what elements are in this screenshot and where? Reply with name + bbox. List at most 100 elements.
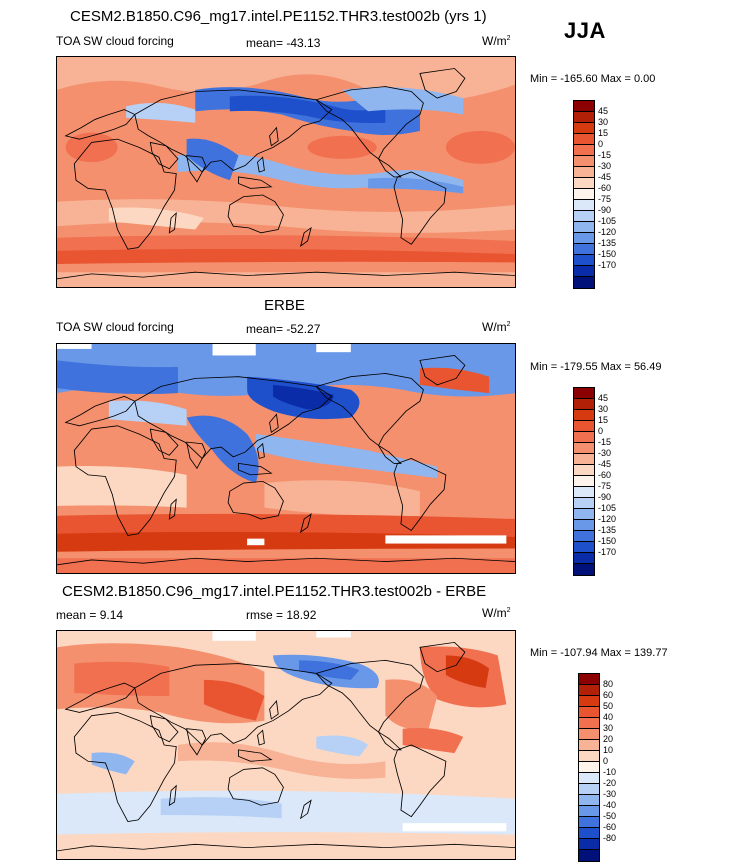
colorbar-box [579, 817, 599, 828]
panel1-units: W/m2 [482, 34, 511, 48]
colorbar-tick-label: 30 [598, 117, 609, 127]
colorbar-box [574, 244, 594, 255]
colorbar-tick-label: -90 [598, 492, 612, 502]
colorbar-box [574, 255, 594, 266]
colorbar-box [574, 564, 594, 575]
colorbar-box [579, 685, 599, 696]
colorbar-box [574, 454, 594, 465]
colorbar-box [574, 542, 594, 553]
colorbar-box [574, 520, 594, 531]
colorbar-box [574, 421, 594, 432]
colorbar-tick-label: 45 [598, 393, 609, 403]
season-label: JJA [564, 18, 606, 43]
panel2-colorbar [573, 387, 595, 576]
panel3-units: W/m2 [482, 606, 511, 620]
colorbar-tick-label: 80 [603, 679, 614, 689]
panel1-map [56, 56, 516, 288]
colorbar-box [574, 476, 594, 487]
colorbar-box [579, 850, 599, 861]
colorbar-tick-label: 15 [598, 415, 609, 425]
colorbar-tick-label: 0 [598, 426, 604, 436]
colorbar-tick-label: -120 [598, 227, 617, 237]
panel3-minmax: Min = -107.94 Max = 139.77 [530, 647, 668, 659]
colorbar-box [574, 388, 594, 399]
colorbar-box [574, 531, 594, 542]
panel2-units: W/m2 [482, 320, 511, 334]
colorbar-tick-label: -45 [598, 459, 612, 469]
colorbar-tick-label: 30 [598, 404, 609, 414]
colorbar-tick-label: -20 [603, 778, 617, 788]
panel2-map [56, 343, 516, 574]
colorbar-tick-label: -105 [598, 503, 617, 513]
colorbar-box [579, 795, 599, 806]
colorbar-tick-label: 20 [603, 734, 614, 744]
colorbar-tick-label: -10 [603, 767, 617, 777]
panel1-colorbar [573, 100, 595, 289]
colorbar-tick-label: -170 [598, 260, 617, 270]
colorbar-tick-label: 60 [603, 690, 614, 700]
colorbar-box [574, 487, 594, 498]
colorbar-box [574, 222, 594, 233]
panel1-mean: mean= -43.13 [246, 36, 321, 50]
colorbar-tick-label: 40 [603, 712, 614, 722]
colorbar-box [574, 200, 594, 211]
colorbar-tick-label: -135 [598, 525, 617, 535]
colorbar-tick-label: -105 [598, 216, 617, 226]
colorbar-box [579, 674, 599, 685]
colorbar-box [579, 718, 599, 729]
colorbar-tick-label: -170 [598, 547, 617, 557]
colorbar-box [574, 432, 594, 443]
colorbar-box [574, 553, 594, 564]
colorbar-box [579, 740, 599, 751]
colorbar-tick-label: 50 [603, 701, 614, 711]
panel3-mean: mean = 9.14 [56, 608, 124, 622]
colorbar-tick-label: -90 [598, 205, 612, 215]
colorbar-box [574, 112, 594, 123]
colorbar-box [574, 145, 594, 156]
colorbar-box [574, 123, 594, 134]
colorbar-tick-label: -15 [598, 150, 612, 160]
colorbar-box [579, 707, 599, 718]
colorbar-box [574, 443, 594, 454]
panel3-rmse: rmse = 18.92 [246, 608, 317, 622]
colorbar-box [574, 189, 594, 200]
colorbar-tick-label: 10 [603, 745, 614, 755]
colorbar-tick-label: -60 [603, 822, 617, 832]
panel3-map [56, 630, 516, 860]
colorbar-box [579, 839, 599, 850]
panel2-variable: TOA SW cloud forcing [56, 320, 174, 334]
colorbar-tick-label: 45 [598, 106, 609, 116]
colorbar-tick-label: -75 [598, 481, 612, 491]
colorbar-box [574, 233, 594, 244]
colorbar-box [574, 509, 594, 520]
colorbar-tick-label: -40 [603, 800, 617, 810]
colorbar-box [574, 498, 594, 509]
colorbar-box [579, 696, 599, 707]
colorbar-tick-label: 30 [603, 723, 614, 733]
colorbar-tick-label: -15 [598, 437, 612, 447]
colorbar-tick-label: -150 [598, 536, 617, 546]
colorbar-box [574, 211, 594, 222]
colorbar-tick-label: -30 [603, 789, 617, 799]
colorbar-box [574, 167, 594, 178]
colorbar-tick-label: 0 [598, 139, 604, 149]
colorbar-tick-label: -135 [598, 238, 617, 248]
panel3-colorbar [578, 673, 600, 862]
colorbar-tick-label: -75 [598, 194, 612, 204]
colorbar-box [579, 762, 599, 773]
colorbar-box [579, 773, 599, 784]
colorbar-box [574, 399, 594, 410]
colorbar-box [579, 806, 599, 817]
panel1-title: CESM2.B1850.C96_mg17.intel.PE1152.THR3.t… [70, 8, 487, 25]
colorbar-box [574, 277, 594, 288]
colorbar-box [574, 266, 594, 277]
colorbar-tick-label: -45 [598, 172, 612, 182]
colorbar-box [574, 134, 594, 145]
colorbar-tick-label: -120 [598, 514, 617, 524]
colorbar-tick-label: -60 [598, 183, 612, 193]
colorbar-box [574, 410, 594, 421]
panel2-minmax: Min = -179.55 Max = 56.49 [530, 361, 662, 373]
colorbar-box [579, 751, 599, 762]
colorbar-box [579, 729, 599, 740]
colorbar-box [574, 101, 594, 112]
